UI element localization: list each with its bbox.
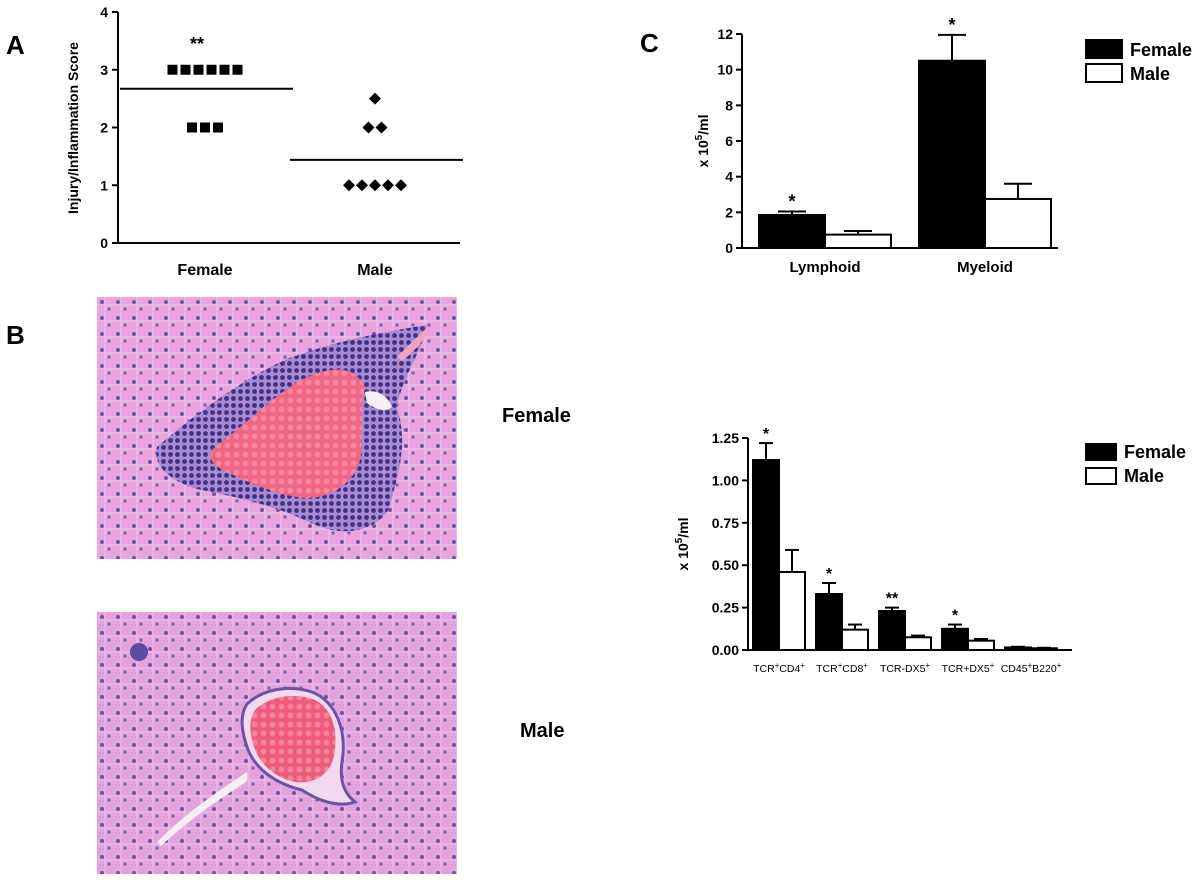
- y-tick-label: 12: [717, 26, 733, 42]
- data-point: [395, 179, 407, 192]
- significance-marker: *: [788, 191, 795, 211]
- y-tick-label: 0.75: [712, 515, 739, 531]
- y-tick-label: 2: [725, 204, 733, 220]
- y-tick-label: 0: [725, 240, 733, 256]
- bar-chart-lymphoid-myeloid: 0 2 4 6 8 10 12 x 105/ml Lymphoid Myeloid * * Female…: [694, 15, 1192, 276]
- y-tick-label: 0.50: [712, 557, 739, 573]
- y-tick-label: 6: [725, 133, 733, 149]
- bar-female: [815, 593, 843, 651]
- x-tick-label: Myeloid: [957, 259, 1013, 276]
- data-point: [232, 64, 243, 75]
- data-point: [356, 179, 368, 192]
- y-axis-label: Injury/Inflammation Score: [65, 42, 81, 214]
- data-point: [180, 64, 191, 75]
- x-tick-label: TCR+DX5+: [942, 661, 995, 676]
- y-tick-label: 3: [100, 62, 108, 78]
- y-axis-label: x 105/ml: [694, 115, 711, 168]
- legend-swatch-male: [1085, 467, 1117, 485]
- bar-male: [1030, 647, 1058, 652]
- data-point: [362, 121, 375, 134]
- bar-male: [904, 636, 932, 651]
- scatter-chart-injury-score: 0 1 2 3 4 Injury/Inflammation Score Female Male…: [65, 4, 463, 279]
- panel-label-b: B: [6, 320, 25, 350]
- bar-male: [824, 233, 892, 249]
- bar-female: [758, 214, 826, 249]
- legend-label-female: Female: [1130, 40, 1192, 60]
- significance-marker: *: [763, 426, 770, 443]
- y-tick-label: 10: [717, 62, 733, 78]
- y-tick-label: 4: [100, 4, 108, 20]
- legend-label-female: Female: [1124, 442, 1186, 462]
- bar-male: [984, 197, 1052, 249]
- legend-label-male: Male: [1124, 466, 1164, 486]
- data-point: [343, 179, 355, 192]
- x-tick-label: Male: [357, 262, 393, 279]
- y-tick-label: 1: [100, 177, 108, 193]
- y-tick-label: 0: [100, 235, 108, 251]
- y-tick-label: 1.25: [712, 430, 739, 446]
- data-point: [369, 179, 381, 192]
- blood-vessel: [210, 369, 365, 498]
- legend-swatch-male: [1085, 63, 1123, 83]
- x-tick-label: Lymphoid: [789, 259, 860, 276]
- data-point: [187, 122, 197, 133]
- x-tick-label: TCR+CD8+: [816, 661, 868, 676]
- legend-label-male: Male: [1130, 64, 1170, 84]
- bar-female: [1004, 646, 1032, 651]
- y-axis-label: x 105/ml: [674, 518, 691, 571]
- data-point: [200, 122, 210, 133]
- x-tick-label: TCR-DX5+: [880, 661, 931, 676]
- bar-female: [918, 59, 986, 249]
- x-tick-label: TCR+CD4+: [753, 661, 805, 676]
- x-tick-label: CD45+B220+: [1001, 661, 1062, 676]
- blood-vessel: [250, 695, 336, 783]
- data-point: [213, 122, 223, 133]
- data-point: [219, 64, 230, 75]
- bar-female: [878, 609, 906, 652]
- data-point: [382, 179, 394, 192]
- data-point: [167, 64, 178, 75]
- y-tick-label: 0.00: [712, 642, 739, 658]
- data-point: [206, 64, 217, 75]
- x-tick-label: Female: [177, 262, 232, 279]
- histology-label-male: Male: [520, 720, 565, 742]
- y-tick-label: 2: [100, 120, 108, 136]
- panel-label-c: C: [640, 28, 659, 58]
- significance-marker: **: [190, 34, 204, 54]
- histology-image-female: [97, 297, 457, 559]
- y-tick-label: 8: [725, 97, 733, 113]
- y-tick-label: 0.25: [712, 600, 739, 616]
- legend-swatch-female: [1085, 443, 1117, 461]
- data-point: [369, 92, 381, 105]
- bar-male: [778, 570, 806, 651]
- bar-female: [752, 459, 780, 651]
- bar-male: [967, 639, 995, 651]
- y-tick-label: 4: [725, 169, 733, 185]
- data-point: [193, 64, 204, 75]
- data-point: [375, 121, 388, 134]
- significance-marker: *: [952, 608, 959, 625]
- histology-image-male: [97, 612, 457, 874]
- histology-label-female: Female: [502, 405, 571, 427]
- significance-marker: **: [886, 591, 899, 608]
- significance-marker: *: [826, 566, 833, 583]
- panel-label-a: A: [6, 30, 25, 60]
- legend-swatch-female: [1085, 39, 1123, 59]
- y-tick-label: 1.00: [712, 472, 739, 488]
- bar-female: [941, 627, 969, 652]
- significance-marker: *: [948, 15, 955, 35]
- bar-male: [841, 628, 869, 651]
- bar-chart-lymphocyte-subsets: 0.00 0.25 0.50 0.75 1.00 1.25 x 105/ml TCR+CD4+…: [674, 426, 1186, 676]
